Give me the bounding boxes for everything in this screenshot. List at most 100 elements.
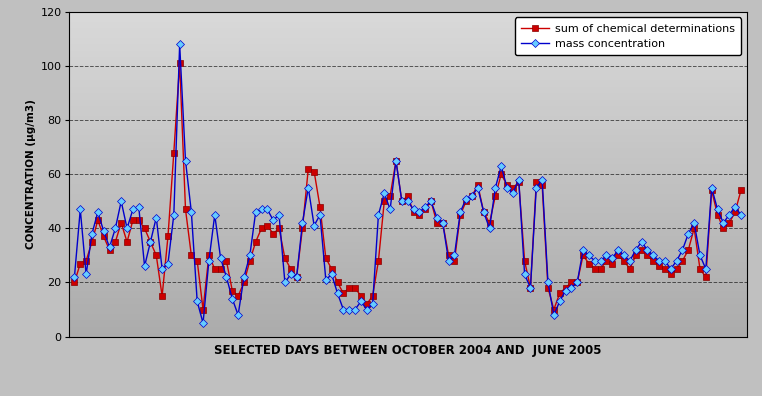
Bar — [69, 67, 747, 70]
Bar — [69, 210, 747, 213]
sum of chemical determinations — [298, 226, 307, 231]
Bar — [69, 41, 747, 44]
Bar — [69, 262, 747, 265]
Bar — [69, 122, 747, 126]
Bar — [69, 145, 747, 148]
sum of chemical determinations — [333, 280, 342, 285]
Bar — [69, 217, 747, 220]
Bar — [69, 28, 747, 31]
X-axis label: SELECTED DAYS BETWEEN OCTOBER 2004 AND  JUNE 2005: SELECTED DAYS BETWEEN OCTOBER 2004 AND J… — [214, 344, 601, 356]
Bar — [69, 298, 747, 301]
mass concentration — [158, 267, 167, 271]
Bar — [69, 177, 747, 181]
sum of chemical determinations — [198, 307, 207, 312]
sum of chemical determinations — [666, 272, 675, 277]
Bar — [69, 99, 747, 103]
Bar — [69, 252, 747, 255]
Bar — [69, 304, 747, 307]
Bar — [69, 190, 747, 194]
Line: sum of chemical determinations: sum of chemical determinations — [72, 60, 744, 313]
Bar — [69, 57, 747, 61]
Bar — [69, 152, 747, 155]
Bar — [69, 83, 747, 87]
mass concentration — [198, 321, 207, 326]
Bar — [69, 161, 747, 164]
Bar — [69, 310, 747, 314]
sum of chemical determinations — [485, 221, 494, 225]
Bar — [69, 103, 747, 106]
Line: mass concentration: mass concentration — [72, 41, 744, 326]
Bar — [69, 229, 747, 233]
Bar — [69, 64, 747, 67]
Bar — [69, 268, 747, 272]
Bar — [69, 330, 747, 333]
Bar — [69, 278, 747, 282]
Bar — [69, 80, 747, 83]
sum of chemical determinations — [233, 293, 242, 299]
Bar — [69, 213, 747, 217]
Bar — [69, 249, 747, 252]
Bar — [69, 77, 747, 80]
Bar — [69, 171, 747, 174]
sum of chemical determinations — [158, 293, 167, 299]
mass concentration — [298, 221, 307, 225]
Bar — [69, 87, 747, 90]
Bar — [69, 132, 747, 135]
Bar — [69, 74, 747, 77]
Bar — [69, 291, 747, 294]
mass concentration — [666, 267, 675, 271]
Bar — [69, 314, 747, 317]
Bar — [69, 148, 747, 152]
Bar — [69, 129, 747, 132]
Bar — [69, 187, 747, 190]
mass concentration — [175, 42, 184, 47]
Bar — [69, 317, 747, 320]
sum of chemical determinations — [70, 280, 79, 285]
Bar — [69, 54, 747, 57]
Bar — [69, 259, 747, 262]
Y-axis label: CONCENTRATION (µg/m3): CONCENTRATION (µg/m3) — [27, 99, 37, 249]
Legend: sum of chemical determinations, mass concentration: sum of chemical determinations, mass con… — [514, 17, 741, 55]
Bar — [69, 48, 747, 51]
Bar — [69, 200, 747, 204]
Bar — [69, 109, 747, 112]
Bar — [69, 155, 747, 158]
Bar — [69, 327, 747, 330]
Bar — [69, 61, 747, 64]
Bar — [69, 246, 747, 249]
Bar — [69, 181, 747, 184]
mass concentration — [485, 226, 494, 231]
Bar — [69, 242, 747, 246]
Bar — [69, 272, 747, 275]
Bar — [69, 119, 747, 122]
Bar — [69, 96, 747, 99]
Bar — [69, 207, 747, 210]
Bar — [69, 139, 747, 142]
Bar — [69, 174, 747, 177]
mass concentration — [333, 291, 342, 296]
Bar — [69, 197, 747, 200]
Bar — [69, 220, 747, 223]
Bar — [69, 282, 747, 285]
Bar — [69, 236, 747, 239]
Bar — [69, 90, 747, 93]
Bar — [69, 18, 747, 22]
Bar — [69, 44, 747, 48]
Bar — [69, 223, 747, 226]
Bar — [69, 31, 747, 34]
Bar — [69, 106, 747, 109]
Bar — [69, 233, 747, 236]
Bar — [69, 15, 747, 18]
Bar — [69, 275, 747, 278]
Bar — [69, 333, 747, 337]
Bar — [69, 168, 747, 171]
Bar — [69, 288, 747, 291]
mass concentration — [736, 212, 745, 217]
Bar — [69, 226, 747, 229]
Bar — [69, 294, 747, 298]
Bar — [69, 22, 747, 25]
Bar — [69, 135, 747, 139]
Bar — [69, 25, 747, 28]
Bar — [69, 126, 747, 129]
Bar — [69, 324, 747, 327]
